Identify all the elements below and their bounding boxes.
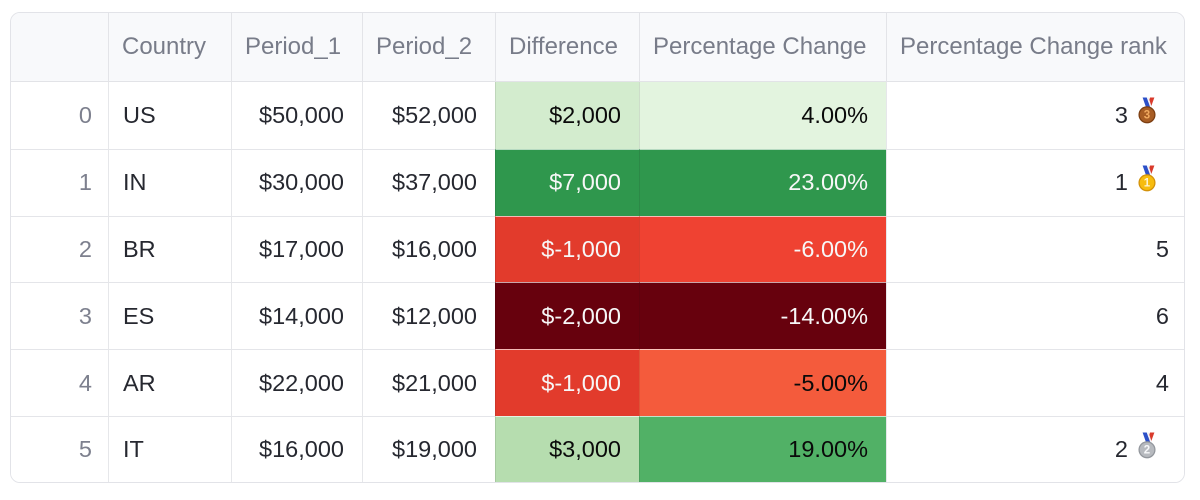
cell-index-3[interactable]: 3 <box>11 282 108 350</box>
cell-percentage-change-2[interactable]: -6.00% <box>639 215 886 283</box>
svg-text:2: 2 <box>1144 444 1150 456</box>
cell-percentage-change-rank-4[interactable]: 4 <box>886 349 1184 416</box>
cell-period-1-3[interactable]: $14,000 <box>231 282 362 350</box>
cell-difference-1[interactable]: $7,000 <box>495 148 639 216</box>
rank-value-wrap: 3 3 <box>1114 97 1156 131</box>
header-cell-period-2[interactable]: Period_2 <box>362 13 495 82</box>
rank-value-wrap: 6 <box>1156 303 1169 330</box>
cell-country-5[interactable]: IT <box>108 415 231 482</box>
cell-percentage-change-5[interactable]: 19.00% <box>639 415 886 482</box>
cell-percentage-change-rank-1[interactable]: 1 1 <box>886 148 1184 216</box>
medal-icon-slot: 2 <box>1138 432 1156 464</box>
cell-period-1-1[interactable]: $30,000 <box>231 148 362 216</box>
rank-value: 6 <box>1155 302 1169 329</box>
table-body: 0 US $50,000 $52,000 $2,000 4.00% 3 3 1 … <box>11 82 1184 482</box>
rank-value: 3 <box>1114 101 1128 128</box>
cell-difference-5[interactable]: $3,000 <box>495 415 639 482</box>
table-row-4: 4 AR $22,000 $21,000 $-1,000 -5.00% 4 <box>11 349 1184 416</box>
cell-percentage-change-4[interactable]: -5.00% <box>639 349 886 416</box>
cell-percentage-change-1[interactable]: 23.00% <box>639 148 886 216</box>
medal-icon-slot: 1 <box>1138 165 1156 197</box>
rank-value: 5 <box>1155 235 1169 262</box>
table-row-1: 1 IN $30,000 $37,000 $7,000 23.00% 1 1 <box>11 148 1184 216</box>
cell-difference-2[interactable]: $-1,000 <box>495 215 639 283</box>
bronze-medal-icon: 3 <box>1138 97 1156 124</box>
cell-percentage-change-0[interactable]: 4.00% <box>639 82 886 149</box>
header-cell-index[interactable] <box>11 13 108 82</box>
cell-index-0[interactable]: 0 <box>11 82 108 149</box>
svg-text:3: 3 <box>1144 110 1150 122</box>
cell-period-1-0[interactable]: $50,000 <box>231 82 362 149</box>
cell-country-3[interactable]: ES <box>108 282 231 350</box>
cell-country-1[interactable]: IN <box>108 148 231 216</box>
rank-value: 2 <box>1114 436 1128 463</box>
table-row-3: 3 ES $14,000 $12,000 $-2,000 -14.00% 6 <box>11 282 1184 350</box>
header-cell-difference[interactable]: Difference <box>495 13 639 82</box>
header-cell-percentage-change[interactable]: Percentage Change <box>639 13 886 82</box>
cell-percentage-change-rank-0[interactable]: 3 3 <box>886 82 1184 149</box>
cell-index-1[interactable]: 1 <box>11 148 108 216</box>
rank-value-wrap: 1 1 <box>1114 165 1156 199</box>
cell-period-1-2[interactable]: $17,000 <box>231 215 362 283</box>
table-row-0: 0 US $50,000 $52,000 $2,000 4.00% 3 3 <box>11 82 1184 149</box>
gold-medal-icon: 1 <box>1138 165 1156 192</box>
header-cell-percentage-change-rank[interactable]: Percentage Change rank <box>886 13 1184 82</box>
cell-period-2-4[interactable]: $21,000 <box>362 349 495 416</box>
cell-index-4[interactable]: 4 <box>11 349 108 416</box>
rank-value: 1 <box>1114 169 1128 196</box>
rank-value-wrap: 4 <box>1156 370 1169 397</box>
rank-value-wrap: 2 2 <box>1114 432 1156 466</box>
cell-index-2[interactable]: 2 <box>11 215 108 283</box>
cell-percentage-change-rank-3[interactable]: 6 <box>886 282 1184 350</box>
styled-table: Country Period_1 Period_2 Difference Per… <box>11 13 1184 482</box>
cell-period-1-4[interactable]: $22,000 <box>231 349 362 416</box>
cell-period-2-5[interactable]: $19,000 <box>362 415 495 482</box>
cell-difference-4[interactable]: $-1,000 <box>495 349 639 416</box>
header-row: Country Period_1 Period_2 Difference Per… <box>11 13 1184 82</box>
header-cell-country[interactable]: Country <box>108 13 231 82</box>
cell-country-2[interactable]: BR <box>108 215 231 283</box>
cell-country-4[interactable]: AR <box>108 349 231 416</box>
table-header: Country Period_1 Period_2 Difference Per… <box>11 13 1184 82</box>
cell-period-2-0[interactable]: $52,000 <box>362 82 495 149</box>
cell-difference-0[interactable]: $2,000 <box>495 82 639 149</box>
cell-index-5[interactable]: 5 <box>11 415 108 482</box>
table-row-5: 5 IT $16,000 $19,000 $3,000 19.00% 2 2 <box>11 415 1184 482</box>
medal-icon-slot: 3 <box>1138 97 1156 130</box>
cell-percentage-change-3[interactable]: -14.00% <box>639 282 886 350</box>
dataframe-grid: Country Period_1 Period_2 Difference Per… <box>10 12 1185 483</box>
cell-country-0[interactable]: US <box>108 82 231 149</box>
header-cell-period-1[interactable]: Period_1 <box>231 13 362 82</box>
cell-period-2-2[interactable]: $16,000 <box>362 215 495 283</box>
cell-percentage-change-rank-5[interactable]: 2 2 <box>886 415 1184 482</box>
cell-period-2-3[interactable]: $12,000 <box>362 282 495 350</box>
cell-percentage-change-rank-2[interactable]: 5 <box>886 215 1184 283</box>
cell-period-1-5[interactable]: $16,000 <box>231 415 362 482</box>
rank-value-wrap: 5 <box>1156 236 1169 263</box>
cell-period-2-1[interactable]: $37,000 <box>362 148 495 216</box>
svg-text:1: 1 <box>1144 177 1151 189</box>
table-row-2: 2 BR $17,000 $16,000 $-1,000 -6.00% 5 <box>11 215 1184 283</box>
cell-difference-3[interactable]: $-2,000 <box>495 282 639 350</box>
rank-value: 4 <box>1155 369 1169 396</box>
silver-medal-icon: 2 <box>1138 432 1156 459</box>
